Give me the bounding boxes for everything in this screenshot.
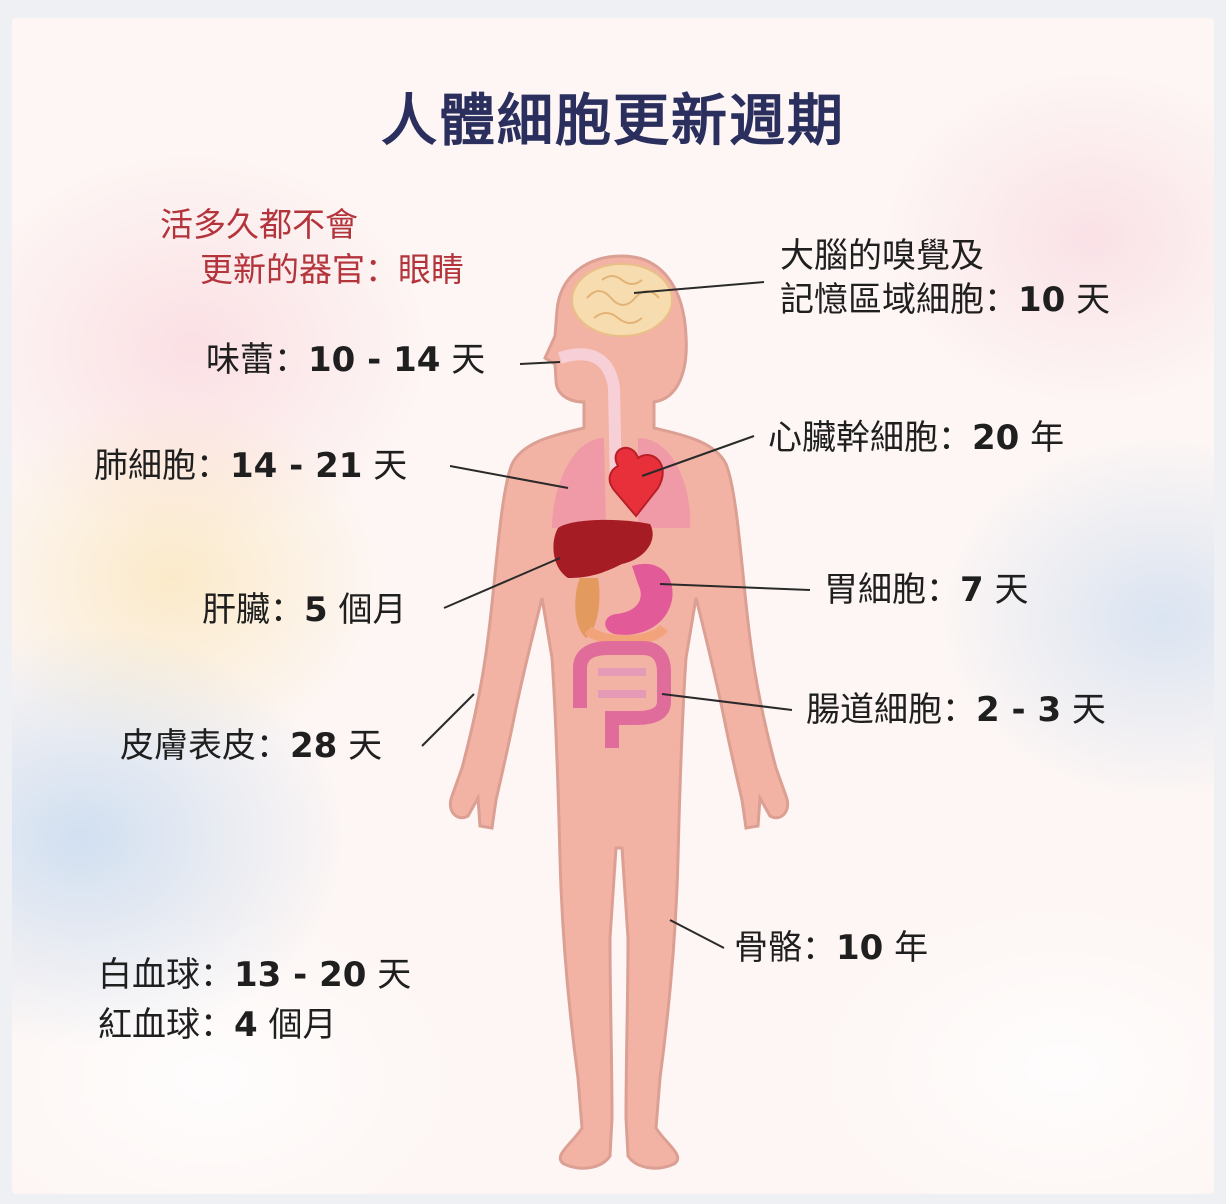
label-liver: 肝臟：5 個月 (202, 588, 406, 632)
label-liver-name: 肝臟： (202, 590, 304, 630)
label-rbc-name: 紅血球： (98, 1005, 234, 1045)
label-stomach: 胃細胞：7 天 (824, 568, 1028, 612)
brain-organ (571, 263, 673, 337)
label-wbc-unit: 天 (366, 955, 412, 995)
leader-liver (443, 557, 561, 609)
leader-taste (519, 361, 561, 365)
label-heart-name: 心臟幹細胞： (768, 418, 972, 458)
label-skin-unit: 天 (337, 726, 383, 766)
pancreas-organ (575, 578, 600, 638)
heart-organ (608, 447, 664, 518)
label-heart-value: 20 (972, 418, 1020, 458)
label-lung-unit: 天 (362, 446, 408, 486)
label-taste-unit: 天 (440, 340, 486, 380)
label-brain-value: 10 (1018, 280, 1066, 320)
label-rbc-unit: 個月 (257, 1005, 337, 1045)
leader-stomach (659, 583, 811, 591)
label-stomach-unit: 天 (983, 570, 1029, 610)
label-lung-value: 14 - 21 (230, 446, 363, 486)
infographic-card: 人體細胞更新週期 活多久都不會 更新的器官：眼睛 大腦的嗅覺及 記憶區域細胞：1… (12, 18, 1214, 1194)
label-brain-line1: 大腦的嗅覺及 (780, 236, 984, 276)
label-skin-value: 28 (290, 726, 338, 766)
label-heart-unit: 年 (1019, 418, 1065, 458)
label-wbc-value: 13 - 20 (234, 955, 367, 995)
label-bone: 骨骼：10 年 (734, 926, 928, 970)
label-stomach-value: 7 (960, 570, 984, 610)
leader-bone (669, 919, 725, 949)
label-skin-name: 皮膚表皮： (120, 726, 290, 766)
leader-lung (449, 465, 569, 489)
leader-intestine (661, 693, 793, 711)
page-title: 人體細胞更新週期 (381, 89, 845, 154)
label-bone-unit: 年 (883, 928, 929, 968)
intestine-organ (573, 641, 671, 748)
label-bone-value: 10 (836, 928, 884, 968)
eye-note: 活多久都不會 更新的器官：眼睛 (160, 202, 464, 292)
eye-note-line2: 更新的器官：眼睛 (200, 250, 464, 289)
label-skin: 皮膚表皮：28 天 (120, 724, 382, 768)
label-bone-name: 骨骼： (734, 928, 836, 968)
label-intestine: 腸道細胞：2 - 3 天 (806, 688, 1106, 732)
label-brain-name: 記憶區域細胞： (780, 280, 1018, 320)
label-rbc-value: 4 (234, 1005, 258, 1045)
label-stomach-name: 胃細胞： (824, 570, 960, 610)
label-liver-unit: 個月 (327, 590, 407, 630)
label-taste: 味蕾：10 - 14 天 (206, 338, 485, 382)
leader-heart (641, 435, 755, 477)
label-taste-name: 味蕾： (206, 340, 308, 380)
label-lung-name: 肺細胞： (94, 446, 230, 486)
label-intestine-value: 2 - 3 (976, 690, 1062, 730)
label-liver-value: 5 (304, 590, 328, 630)
leader-brain (633, 281, 765, 294)
leader-skin (421, 693, 475, 747)
eye-note-line1: 活多久都不會 (160, 205, 358, 244)
label-brain-unit: 天 (1065, 280, 1111, 320)
label-brain: 大腦的嗅覺及 記憶區域細胞：10 天 (780, 234, 1110, 322)
label-blood: 白血球：13 - 20 天 紅血球：4 個月 (98, 950, 411, 1050)
leader-lines (421, 281, 811, 949)
label-taste-value: 10 - 14 (308, 340, 441, 380)
label-intestine-unit: 天 (1061, 690, 1106, 730)
esophagus-organ (558, 348, 622, 489)
liver-organ (553, 519, 653, 578)
label-heart: 心臟幹細胞：20 年 (768, 416, 1064, 460)
label-intestine-name: 腸道細胞： (806, 690, 976, 730)
label-lung: 肺細胞：14 - 21 天 (94, 444, 407, 488)
stomach-organ (605, 563, 673, 635)
label-wbc-name: 白血球： (98, 955, 234, 995)
small-intestine-organ (584, 624, 668, 646)
human-body-figure (421, 254, 811, 1170)
